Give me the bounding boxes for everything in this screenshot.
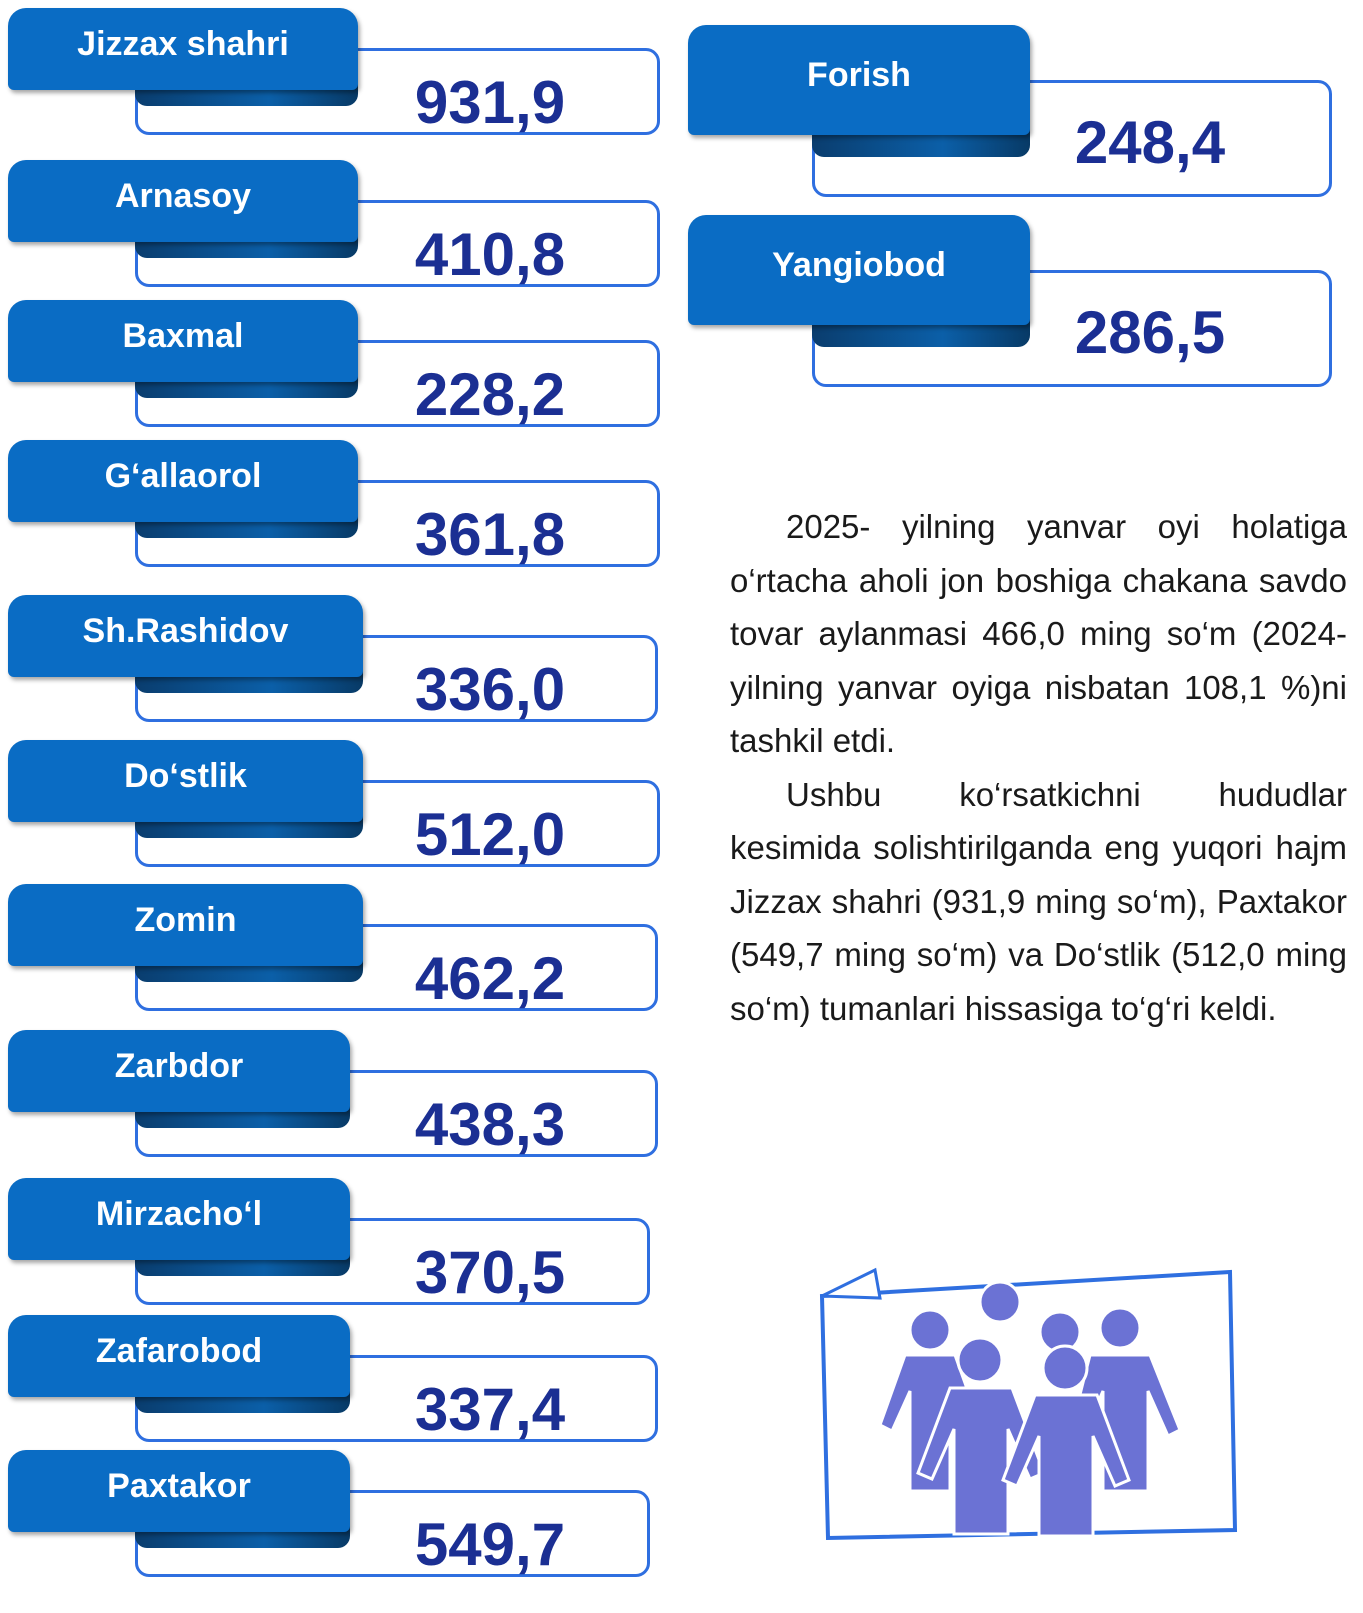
region-value: 512,0 [414,801,566,868]
region-value: 462,2 [414,945,566,1012]
region-value: 931,9 [414,69,566,136]
region-label: Baxmal [8,300,358,382]
region-label: Zafarobod [8,1315,350,1397]
region-value: 228,2 [414,361,566,428]
description: 2025- yilning yanvar oyi holatiga o‘rtac… [730,500,1347,1035]
region-label: Paxtakor [8,1450,350,1532]
value-box [135,200,660,287]
region-value: 248,4 [1074,109,1226,176]
region-label: Do‘stlik [8,740,363,822]
region-value: 337,4 [414,1376,566,1443]
region-value: 438,3 [414,1091,566,1158]
region-label: Jizzax shahri [8,8,358,90]
region-label: Yangiobod [688,215,1030,325]
region-label: Zomin [8,884,363,966]
region-label: Mirzacho‘l [8,1178,350,1260]
region-label: Zarbdor [8,1030,350,1112]
region-value: 336,0 [414,656,566,723]
region-value: 286,5 [1074,299,1226,366]
paragraph: 2025- yilning yanvar oyi holatiga o‘rtac… [730,508,1347,759]
region-label: Arnasoy [8,160,358,242]
region-value: 410,8 [414,221,566,288]
region-label: Forish [688,25,1030,135]
region-value: 361,8 [414,501,566,568]
region-value: 549,7 [414,1511,566,1578]
region-label: Sh.Rashidov [8,595,363,677]
region-label: G‘allaorol [8,440,358,522]
people-illustration [819,1267,1238,1541]
region-value: 370,5 [414,1239,566,1306]
paragraph: Ushbu ko‘rsatkichni hududlar kesimida so… [730,775,1347,1027]
